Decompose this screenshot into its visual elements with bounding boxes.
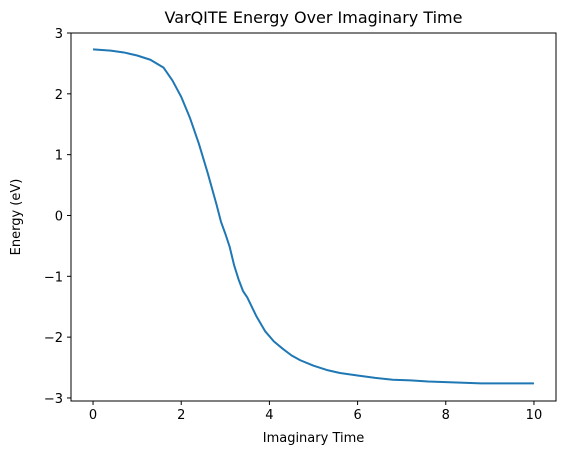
x-axis-label: Imaginary Time (263, 431, 365, 446)
y-tick-label: 2 (55, 88, 63, 103)
series-layer (92, 48, 534, 385)
x-axis: 0 2 4 6 8 10 (89, 401, 542, 423)
chart-title: VarQITE Energy Over Imaginary Time (165, 8, 463, 27)
y-tick-label: 3 (55, 27, 63, 42)
y-tick-label: 0 (55, 209, 63, 224)
y-tick-label: −2 (44, 331, 63, 346)
x-tick-label: 4 (265, 408, 273, 423)
x-tick-label: 10 (526, 408, 543, 423)
y-tick-label: 1 (55, 149, 63, 164)
y-tick-label: −3 (44, 392, 63, 407)
x-tick-label: 6 (353, 408, 361, 423)
y-tick-label: −1 (44, 270, 63, 285)
x-tick-label: 0 (89, 408, 97, 423)
x-tick-label: 2 (177, 408, 185, 423)
series-line (92, 48, 534, 385)
plot-frame (70, 32, 557, 402)
y-axis: −3 −2 −1 0 1 2 3 (44, 27, 71, 407)
y-axis-label: Energy (eV) (9, 179, 24, 256)
x-tick-label: 8 (442, 408, 450, 423)
